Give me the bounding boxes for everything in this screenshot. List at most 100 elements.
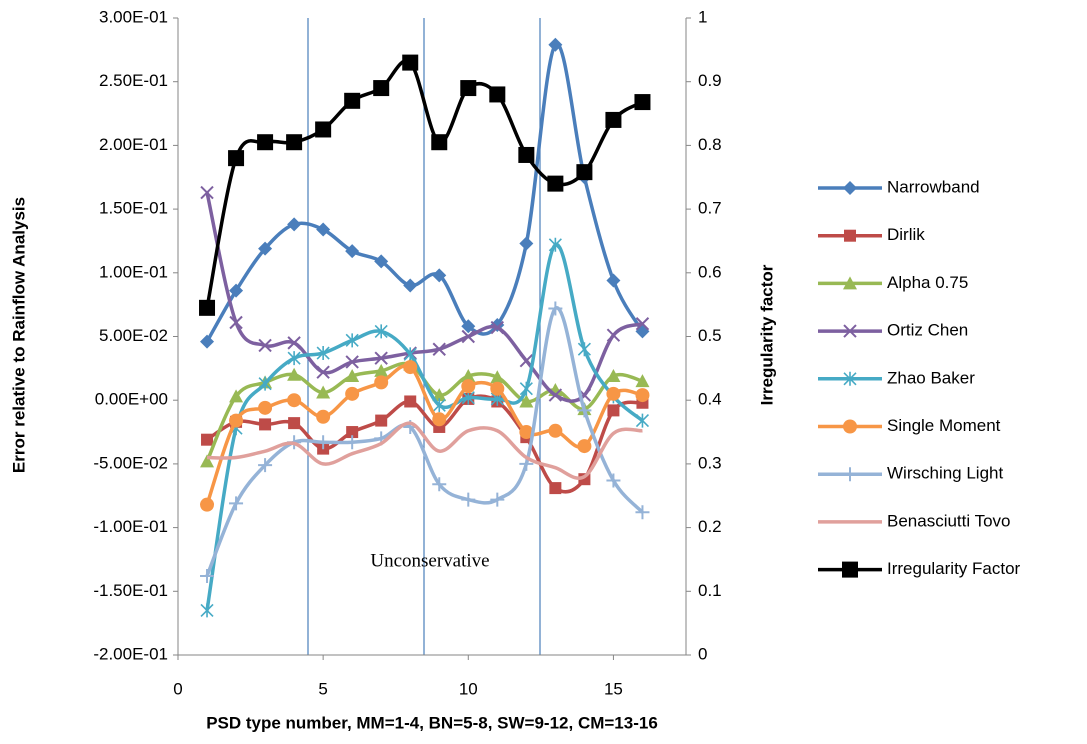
series-line — [205, 192, 644, 403]
marker — [519, 236, 534, 251]
y2-tick-label: 0.1 — [698, 581, 722, 600]
marker — [519, 381, 533, 396]
marker — [258, 376, 272, 391]
marker — [228, 150, 245, 167]
marker — [461, 329, 475, 344]
marker — [345, 368, 360, 382]
legend-label: Ortiz Chen — [887, 321, 968, 340]
marker — [461, 319, 476, 334]
marker — [200, 497, 215, 512]
marker — [605, 111, 622, 128]
y2-tick-label: 0.3 — [698, 453, 722, 472]
marker — [843, 371, 857, 386]
marker — [200, 185, 214, 200]
marker — [345, 435, 360, 450]
marker — [257, 134, 274, 151]
marker — [432, 388, 447, 402]
y-tick-label: 3.00E-01 — [99, 7, 168, 26]
marker — [461, 379, 476, 394]
marker — [577, 403, 592, 418]
marker — [403, 347, 417, 362]
y-tick-label: -1.00E-01 — [93, 517, 168, 536]
marker — [635, 388, 650, 403]
marker — [490, 370, 505, 384]
marker — [374, 254, 389, 269]
legend-label: Irregularity Factor — [887, 559, 1021, 578]
marker — [402, 54, 419, 71]
marker — [403, 360, 418, 375]
marker — [346, 426, 359, 439]
x-tick-label: 15 — [604, 679, 623, 698]
y-tick-label: 1.50E-01 — [99, 199, 168, 218]
marker — [287, 217, 302, 232]
marker — [547, 175, 564, 192]
marker — [288, 417, 301, 430]
marker — [199, 299, 216, 316]
marker — [432, 477, 447, 492]
marker — [229, 389, 244, 403]
marker — [548, 237, 562, 252]
marker — [490, 320, 505, 335]
x-tick-label: 10 — [459, 679, 478, 698]
marker — [373, 80, 390, 97]
y-tick-label: 1.00E-01 — [99, 262, 168, 281]
series-line — [205, 306, 644, 577]
marker — [258, 458, 273, 473]
y2-tick-label: 0.8 — [698, 135, 722, 154]
marker — [431, 134, 448, 151]
series-line — [205, 59, 644, 309]
marker — [200, 603, 214, 618]
marker — [518, 146, 535, 163]
marker — [258, 338, 272, 353]
marker — [287, 393, 302, 408]
marker — [490, 381, 505, 396]
marker — [316, 409, 331, 424]
marker — [519, 394, 534, 408]
marker — [345, 386, 360, 401]
legend-label: Dirlik — [887, 225, 925, 244]
marker — [316, 435, 331, 450]
series-line — [206, 394, 643, 494]
marker — [403, 278, 418, 293]
marker — [548, 37, 563, 52]
marker — [229, 283, 244, 298]
marker — [200, 334, 215, 349]
marker — [345, 355, 359, 369]
marker — [843, 181, 857, 195]
marker — [316, 365, 330, 379]
marker — [374, 363, 389, 377]
legend-label: Benasciutti Tovo — [887, 511, 1010, 530]
marker — [287, 367, 302, 381]
marker — [345, 333, 359, 348]
legend-label: Zhao Baker — [887, 368, 975, 387]
marker — [201, 433, 214, 446]
y-tick-label: 5.00E-02 — [99, 326, 168, 345]
annotation: Unconservative — [370, 550, 489, 571]
y-tick-label: 2.50E-01 — [99, 71, 168, 90]
x-tick-label: 5 — [318, 679, 327, 698]
marker — [843, 467, 857, 482]
marker — [548, 388, 563, 402]
marker — [200, 569, 215, 584]
y-tick-label: 0.00E+00 — [95, 390, 168, 409]
marker — [549, 482, 562, 495]
marker — [606, 273, 621, 288]
y2-tick-label: 1 — [698, 7, 707, 26]
y2-tick-label: 0.7 — [698, 199, 722, 218]
marker — [843, 419, 857, 434]
marker — [229, 413, 244, 428]
marker — [490, 492, 505, 507]
y2-tick-label: 0.6 — [698, 262, 722, 281]
marker — [577, 439, 592, 454]
marker — [374, 351, 388, 365]
marker — [460, 80, 477, 97]
marker — [404, 395, 417, 408]
marker — [259, 418, 272, 431]
marker — [229, 315, 243, 330]
marker — [606, 368, 621, 382]
y-tick-label: -1.50E-01 — [93, 581, 168, 600]
y-tick-label: -2.00E-01 — [93, 644, 168, 663]
marker — [287, 351, 301, 366]
y2-tick-label: 0.2 — [698, 517, 722, 536]
